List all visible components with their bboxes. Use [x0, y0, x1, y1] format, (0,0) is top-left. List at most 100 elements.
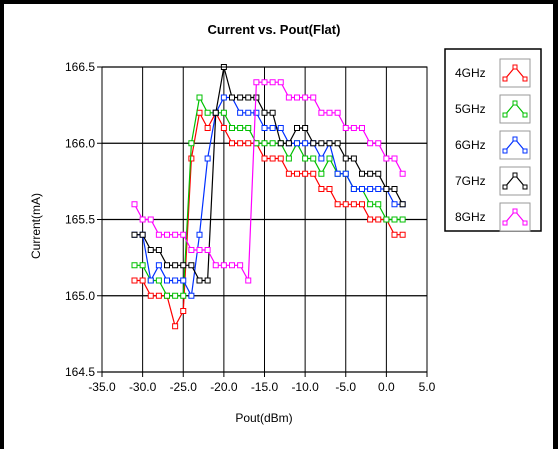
data-point [253, 109, 260, 116]
data-point [285, 155, 292, 162]
data-point [342, 170, 349, 177]
data-point [367, 216, 374, 223]
data-point [131, 262, 138, 269]
data-point [399, 216, 406, 223]
data-point [318, 170, 325, 177]
data-point [375, 216, 382, 223]
data-point [285, 94, 292, 101]
x-tick-labels: -35.0 -30.0 -25.0 -20.0 -15.0 -10.0 -5.0 0.0 5.0 [88, 372, 436, 394]
data-point [188, 140, 195, 147]
y-tick-label: 165.5 [65, 213, 95, 227]
data-point [391, 231, 398, 238]
data-point [204, 277, 211, 284]
data-point [261, 109, 268, 116]
data-point [253, 79, 260, 86]
data-point [237, 262, 244, 269]
data-point [310, 170, 317, 177]
x-tick-label: 5.0 [419, 380, 436, 394]
data-point [155, 292, 162, 299]
x-tick-label: 0.0 [378, 380, 395, 394]
data-point [245, 277, 252, 284]
legend-label: 7GHz [455, 174, 486, 188]
y-tick-label: 166.5 [65, 60, 95, 74]
data-point [310, 140, 317, 147]
data-point [285, 170, 292, 177]
data-point [269, 155, 276, 162]
legend-swatch-marker [522, 220, 528, 226]
data-point [147, 216, 154, 223]
data-point [131, 201, 138, 208]
data-point [204, 155, 211, 162]
data-point [399, 231, 406, 238]
legend-swatch-marker [522, 148, 528, 154]
legend-swatch-marker [522, 112, 528, 118]
data-point [367, 170, 374, 177]
data-point [350, 201, 357, 208]
data-point [269, 125, 276, 131]
data-point [147, 277, 154, 284]
data-point [229, 94, 235, 101]
legend-item: 4GHz [455, 58, 531, 88]
legend-label: 5GHz [455, 102, 486, 116]
data-point [359, 170, 365, 177]
data-point [375, 186, 382, 192]
legend-swatch-marker [502, 220, 508, 226]
legend-swatch [499, 130, 531, 160]
data-point [237, 125, 244, 131]
y-tick-label: 166.0 [65, 136, 95, 150]
series-line [134, 66, 404, 282]
data-point [139, 277, 146, 284]
data-point [383, 186, 390, 192]
data-point [180, 308, 187, 314]
data-point [131, 231, 138, 238]
y-tick-label: 165.0 [65, 289, 95, 303]
data-point [164, 231, 170, 238]
legend-swatch-marker [512, 208, 518, 214]
series-8GHz [131, 79, 406, 284]
data-point [302, 155, 309, 162]
data-point [196, 247, 203, 253]
legend-swatch-marker [502, 184, 508, 190]
data-point [212, 109, 219, 116]
data-point [326, 140, 333, 147]
legend-label: 6GHz [455, 138, 486, 152]
data-point [375, 201, 382, 208]
data-point [155, 262, 162, 269]
data-point [302, 125, 309, 131]
data-point [318, 186, 325, 192]
data-point [302, 140, 309, 147]
data-point [350, 125, 357, 131]
data-point [367, 201, 374, 208]
data-point [139, 262, 146, 269]
data-point [261, 140, 268, 147]
y-tick-label: 164.5 [65, 365, 95, 379]
chart-canvas: Current vs. Pout(Flat) 164.5165.0165.516… [29, 22, 542, 425]
data-point [196, 94, 203, 101]
data-point [188, 155, 195, 162]
x-tick-label: -20.0 [210, 380, 238, 394]
data-point [383, 216, 390, 223]
data-point [229, 125, 235, 131]
data-point [245, 125, 252, 131]
legend-swatch-marker [512, 64, 518, 70]
data-point [147, 247, 154, 253]
data-point [383, 155, 390, 162]
data-point [277, 140, 284, 147]
data-point [294, 125, 300, 131]
data-point [188, 292, 195, 299]
data-point [204, 247, 211, 253]
x-tick-label: -10.0 [291, 380, 319, 394]
series-layer [131, 64, 406, 330]
data-point [229, 262, 235, 269]
series-line [134, 96, 403, 298]
data-point [318, 109, 325, 116]
legend-item: 7GHz [455, 166, 531, 196]
data-point [261, 79, 268, 86]
data-point [180, 292, 187, 299]
data-point [326, 186, 333, 192]
data-point [326, 155, 333, 162]
data-point [399, 201, 406, 208]
data-point [155, 277, 162, 284]
data-point [172, 277, 179, 284]
